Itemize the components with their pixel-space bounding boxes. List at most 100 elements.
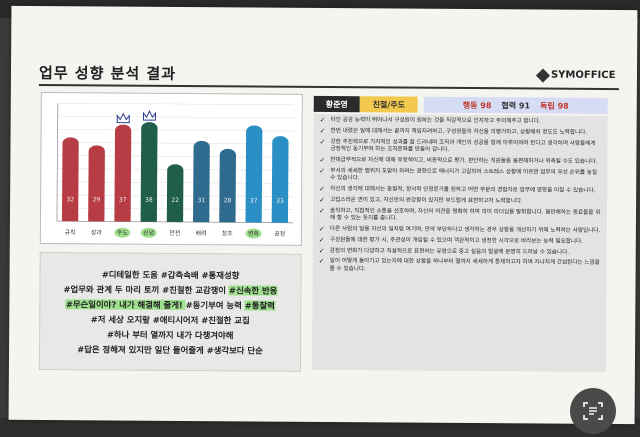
bar-value-label: 29 bbox=[93, 196, 101, 203]
trait-text: 부서의 세세한 범위지 도맡아 하려는 경향으로 에너지가 고갈되어 스트레스 … bbox=[330, 167, 598, 182]
profile-name: 황준영 bbox=[313, 95, 360, 113]
tag-segment: #업무와 관계 두 마리 토끼 #친절한 교감쟁이 bbox=[63, 283, 229, 295]
category-label: 규칙 bbox=[64, 228, 75, 236]
trait-text: 다른 사람의 일을 자신의 일처럼 여기며, 만약 부당하다고 생각하는 경우 … bbox=[329, 226, 601, 234]
check-icon: ✓ bbox=[318, 257, 325, 266]
logo-text: SYMOFFICE bbox=[550, 69, 616, 82]
category-label: 성과 bbox=[91, 228, 103, 236]
profile-scores: 행동 98 협력 91 독립 98 bbox=[423, 96, 608, 114]
check-icon: ✓ bbox=[319, 137, 326, 146]
trait-item: ✓ 다른 사람의 일을 자신의 일처럼 여기며, 만약 부당하다고 생각하는 경우… bbox=[318, 225, 601, 236]
category-label: 신념 bbox=[143, 229, 154, 237]
chart-bar bbox=[245, 125, 263, 223]
chart-bar-base bbox=[114, 213, 131, 222]
score-action: 행동 98 bbox=[462, 100, 492, 110]
category-label: 변화 bbox=[248, 229, 260, 237]
tag-segment: #디테일한 도움 #갑측속배 #통재성향 bbox=[101, 268, 240, 280]
category-highlight bbox=[245, 228, 262, 239]
chart-bar bbox=[166, 164, 184, 222]
trait-text: 반대급부적으로 자신에 대해 부정적이고, 비판적으로 평가, 판단하는 직원들… bbox=[330, 156, 598, 165]
trait-text: 타인 공감 능력이 뛰어나서 구성원이 원하는 것을 직감적으로 인지하고 주의… bbox=[330, 117, 541, 125]
category-label: 배려 bbox=[196, 229, 207, 237]
tag-segment: #저 세상 오지랖 #애티시어저 #친절한 교집 bbox=[90, 313, 250, 325]
tag-segment: #하나 부터 열까지 내가 다챙겨야해 bbox=[106, 328, 234, 340]
trait-item: ✓ 솔직하고, 직접적인 소통을 선호하며, 자신의 의견을 명확히 하여 의미 … bbox=[319, 206, 601, 225]
score-independence: 독립 98 bbox=[540, 101, 569, 111]
trait-item: ✓ 한번 내렸은 일에 대해서는 끝까지 책임지려하고, 구성원들의 자신을 의빵… bbox=[319, 126, 602, 138]
category-highlight bbox=[140, 227, 157, 238]
trait-item: ✓ 자신의 생각에 대해서는 동질적, 정서적 안정문기를 원하고 어떤 부분의 … bbox=[319, 185, 601, 196]
trait-item: ✓ 고집스러운 면이 있고, 자신만의 완강함이 있지만 부드럽게 표현하고자 노… bbox=[319, 196, 601, 207]
bar-value-label: 31 bbox=[197, 197, 205, 204]
check-icon: ✓ bbox=[319, 155, 326, 164]
check-icon: ✓ bbox=[319, 166, 326, 175]
crown-icon bbox=[142, 110, 156, 121]
chart-bar bbox=[271, 136, 289, 223]
check-icon: ✓ bbox=[318, 235, 325, 244]
trait-bar-chart: 32 규칙 29 성과 37 주도 38 신념 22 안전 31 배려 28 창조 37 변화 33 공정 bbox=[56, 102, 294, 239]
tag-line: #업무와 관계 두 마리 토끼 #친절한 교감쟁이 #신속한 반응 bbox=[63, 283, 278, 296]
check-icon: ✓ bbox=[319, 115, 326, 125]
category-highlight bbox=[114, 227, 131, 238]
chart-bar-base bbox=[193, 214, 210, 223]
trait-item: ✓ 반대급부적으로 자신에 대해 부정적이고, 비판적으로 평가, 판단하는 직원… bbox=[319, 155, 601, 167]
tag-segment: #무슨일이야? 내가 해결해 줄게! bbox=[65, 298, 186, 310]
trait-text: 강한 추진력으로 가지적인 성과를 잘 드러내며 조직과 개인의 성공을 함께 … bbox=[330, 138, 596, 154]
trait-item: ✓ 일이 어떻게 돌아가고 있는지에 대한 상황을 하나부터 열까지 세세하게 통… bbox=[318, 257, 601, 275]
scan-text-icon bbox=[583, 402, 603, 420]
scan-text-button[interactable] bbox=[570, 388, 616, 434]
bar-value-label: 38 bbox=[145, 197, 153, 204]
tag-line: #저 세상 오지랖 #애티시어저 #친절한 교집 bbox=[91, 313, 250, 326]
category-label: 창조 bbox=[222, 229, 234, 237]
chart-bar bbox=[114, 124, 132, 222]
chart-bar-base bbox=[140, 213, 157, 222]
check-icon: ✓ bbox=[318, 246, 325, 255]
chart-bar-base bbox=[245, 214, 262, 223]
tag-line: #디테일한 도움 #갑측속배 #통재성향 bbox=[102, 268, 240, 281]
category-label: 공정 bbox=[274, 231, 285, 238]
category-label: 주도 bbox=[117, 230, 129, 237]
keyword-tags: #디테일한 도움 #갑측속배 #통재성향 #업무와 관계 두 마리 토끼 #친절한… bbox=[38, 252, 302, 372]
y-axis bbox=[56, 103, 59, 222]
chart-bar-base bbox=[166, 213, 184, 223]
trait-text: 감정의 변화가 다양하고 직설적으로 표현하는 유형으로 중고 실음의 얼굴에 … bbox=[329, 247, 570, 256]
score-cooperation: 협력 91 bbox=[501, 100, 531, 110]
trait-item: ✓ 구성원들에 대한 평가 시, 주관성이 개입될 수 있으며 객관적이고 냉정한… bbox=[318, 235, 601, 247]
bar-value-label: 22 bbox=[171, 197, 179, 204]
chart-bar-base bbox=[61, 213, 79, 222]
report-paper: 업무 성향 분석 결과 SYMOFFICE 32 규칙 29 성과 37 주도 38 신념 22… bbox=[8, 5, 638, 425]
trait-item: ✓ 강한 추진력으로 가지적인 성과를 잘 드러내며 조직과 개인의 성공을 함께… bbox=[319, 137, 601, 156]
chart-bar-base bbox=[88, 213, 105, 222]
bar-value-label: 33 bbox=[276, 198, 284, 205]
tag-segment: #신속한 반응 bbox=[228, 284, 278, 296]
profile-header: 황준영 친절/주도 행동 98 협력 91 독립 98 bbox=[313, 95, 608, 114]
report-title: 업무 성향 분석 결과 bbox=[38, 64, 177, 83]
trait-description-list: ✓ 타인 공감 능력이 뛰어나서 구성원이 원하는 것을 직감적으로 인지하고 주… bbox=[311, 113, 608, 372]
chart-bar bbox=[193, 140, 210, 223]
trait-item: ✓ 감정의 변화가 다양하고 직설적으로 표현하는 유형으로 중고 실음의 얼굴에… bbox=[318, 246, 601, 258]
chart-bar bbox=[140, 122, 158, 222]
title-divider bbox=[38, 84, 619, 91]
trait-text: 한번 내렸은 일에 대해서는 끝까지 책임지려하고, 구성원들의 자신을 의빵거… bbox=[330, 127, 588, 136]
trait-text: 자신의 생각에 대해서는 동질적, 정서적 안정문기를 원하고 어떤 부분의 경… bbox=[330, 186, 596, 194]
tag-segment: #동기부여 능력 bbox=[185, 299, 245, 310]
gridline bbox=[57, 102, 294, 106]
chart-bar bbox=[61, 137, 79, 222]
profile-type: 친절/주도 bbox=[359, 96, 418, 113]
trait-text: 일이 어떻게 돌아가고 있는지에 대한 상황을 하나부터 열까지 세세하게 통제… bbox=[329, 258, 600, 273]
tag-line: #답은 정해져 있지만 일단 들어줄게 #생각보다 단순 bbox=[77, 343, 263, 356]
trait-text: 구성원들에 대한 평가 시, 주관성이 개입될 수 있으며 객관적이고 냉정한 … bbox=[329, 236, 583, 245]
chart-bar bbox=[219, 148, 236, 223]
bar-value-label: 32 bbox=[66, 196, 74, 203]
logo-mark-icon bbox=[535, 67, 551, 83]
trait-text: 고집스러운 면이 있고, 자신만의 완강함이 있지만 부드럽게 표현하고자 노력… bbox=[330, 196, 523, 205]
check-icon: ✓ bbox=[319, 126, 326, 135]
bar-value-label: 28 bbox=[224, 197, 232, 204]
check-icon: ✓ bbox=[319, 206, 325, 215]
trait-chart: 32 규칙 29 성과 37 주도 38 신념 22 안전 31 배려 28 창조 37 변화 33 공정 bbox=[39, 92, 303, 246]
trait-text: 솔직하고, 직접적인 소통을 선호하며, 자신의 의견을 명확히 하여 의미 리… bbox=[329, 207, 601, 222]
check-icon: ✓ bbox=[318, 225, 325, 234]
brand-logo: SYMOFFICE bbox=[535, 67, 616, 83]
trait-item: ✓ 타인 공감 능력이 뛰어나서 구성원이 원하는 것을 직감적으로 인지하고 주… bbox=[319, 115, 602, 127]
crown-icon bbox=[116, 112, 130, 124]
